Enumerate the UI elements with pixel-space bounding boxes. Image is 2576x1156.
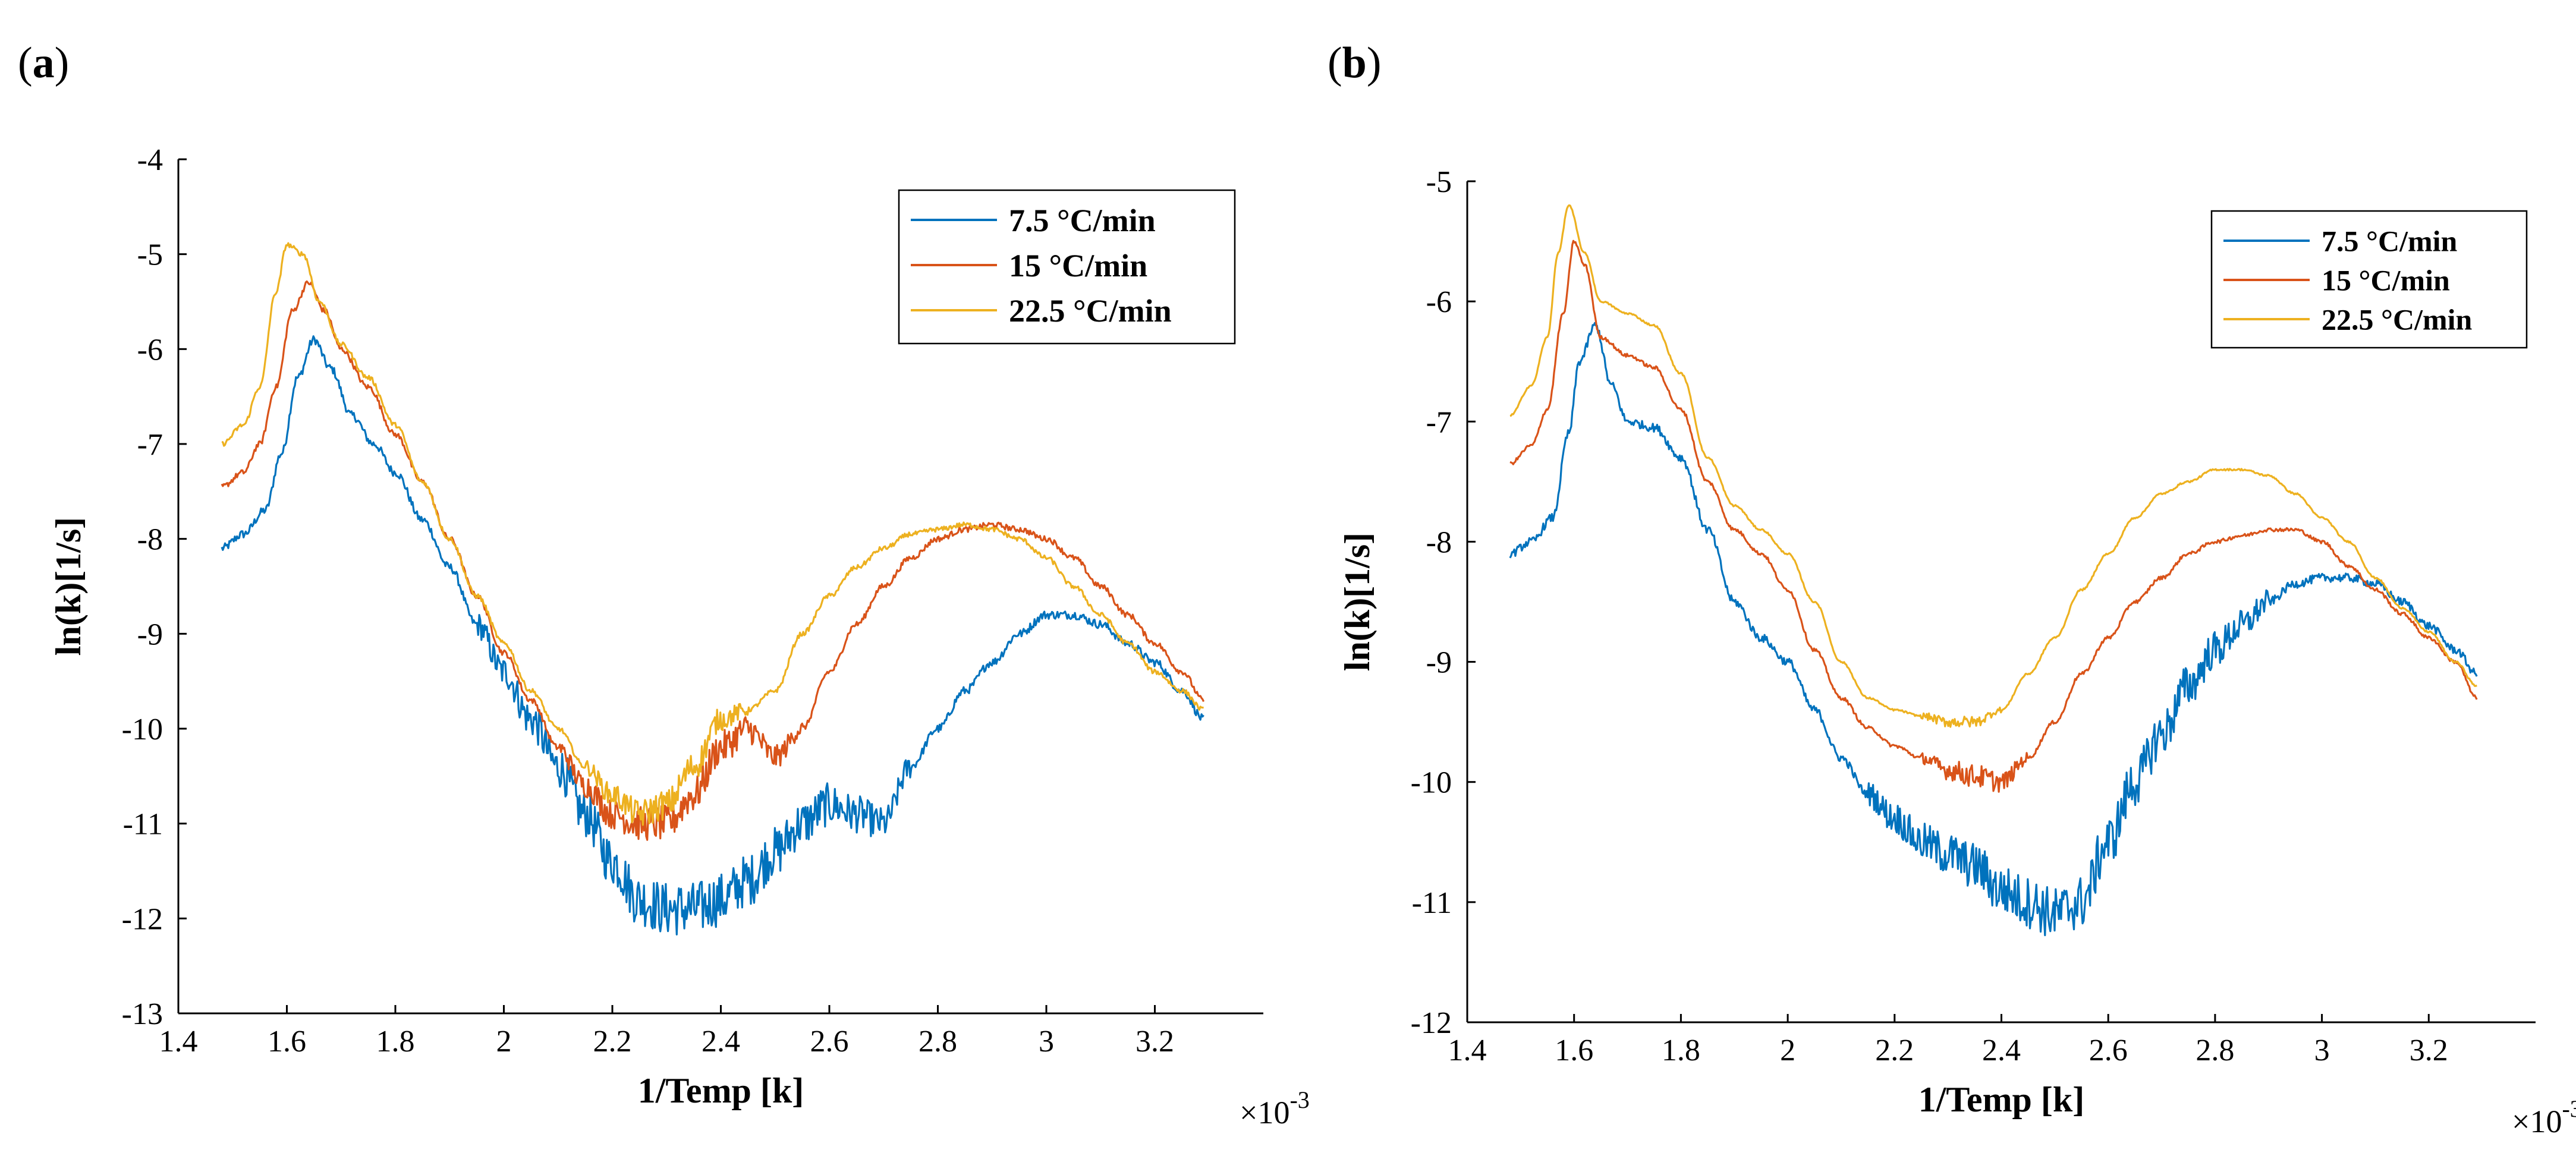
series-line-1: [221, 280, 1205, 841]
x-tick-label: 2: [496, 1025, 512, 1059]
x-tick-label: 3.2: [1136, 1025, 1174, 1059]
y-tick-label: -10: [122, 713, 163, 746]
legend-box: [898, 189, 1236, 345]
x-tick-label: 3: [1039, 1025, 1054, 1059]
x-tick-label: 3.2: [2410, 1034, 2448, 1067]
y-tick-label: -12: [1411, 1006, 1452, 1040]
y-tick-label: -6: [1426, 285, 1452, 319]
y-tick-label: -9: [137, 618, 163, 651]
x-tick-label: 2.4: [702, 1025, 740, 1059]
x-tick-label: 2.2: [1875, 1034, 1914, 1067]
legend-label: 7.5 °C/min: [2322, 225, 2458, 258]
y-tick-label: -9: [1426, 646, 1452, 680]
y-tick-label: -7: [137, 428, 163, 462]
series-line-0: [221, 335, 1204, 935]
y-axis-title: ln(k)[1/s]: [1338, 533, 1377, 671]
y-tick-label: -11: [1412, 886, 1452, 920]
x-tick-label: 2.8: [919, 1025, 957, 1059]
legend-label: 7.5 °C/min: [1009, 203, 1156, 238]
legend-label: 22.5 °C/min: [2322, 303, 2473, 336]
x-tick-label: 1.6: [1555, 1034, 1593, 1067]
x-axis-multiplier: ×10-3: [1240, 1086, 1310, 1130]
y-tick-label: -8: [137, 523, 163, 557]
x-tick-label: 2.4: [1982, 1034, 2021, 1067]
y-tick-label: -10: [1411, 766, 1452, 800]
series-line-1: [1509, 240, 2478, 793]
x-tick-label: 2.8: [2196, 1034, 2234, 1067]
x-tick-label: 2.6: [810, 1025, 849, 1059]
x-tick-label: 2.2: [593, 1025, 632, 1059]
chart-panel-a: (a) 1.4 1.6 1.8 2 2.2 2.4 2.6 2.8 3 3.2 -13 -12 -11 -1…: [18, 39, 1310, 1130]
x-tick-label: 1.4: [1448, 1034, 1487, 1067]
y-tick-label: -5: [1426, 165, 1452, 199]
series-line-2: [221, 242, 1204, 826]
y-tick-label: -11: [123, 808, 163, 842]
chart-panel-b: (b) 1.4 1.6 1.8 2 2.2 2.4 2.6 2.8 3 3.2 -12 -11 -10 -9…: [1328, 39, 2576, 1139]
series-line-0: [1509, 322, 2478, 937]
x-axis-title: 1/Temp [k]: [638, 1071, 804, 1110]
x-tick-label: 1.6: [268, 1025, 306, 1059]
y-tick-label: -7: [1426, 405, 1452, 439]
y-tick-label: -8: [1426, 525, 1452, 559]
x-tick-label: 1.8: [1662, 1034, 1700, 1067]
x-tick-label: 1.8: [376, 1025, 415, 1059]
y-tick-label: -6: [137, 333, 163, 367]
x-axis-title: 1/Temp [k]: [1918, 1080, 2085, 1119]
panel-label-a: (a): [18, 39, 69, 87]
x-tick-label: 3: [2314, 1034, 2330, 1067]
series-line-2: [1509, 204, 2477, 728]
legend-label: 15 °C/min: [2322, 264, 2450, 297]
x-axis-multiplier: ×10-3: [2512, 1095, 2576, 1139]
y-tick-label: -5: [137, 238, 163, 272]
x-tick-label: 2.6: [2089, 1034, 2128, 1067]
panel-label-b: (b): [1328, 39, 1381, 87]
legend-label: 22.5 °C/min: [1009, 293, 1172, 329]
y-tick-label: -4: [137, 143, 163, 177]
legend-label: 15 °C/min: [1009, 248, 1147, 284]
y-tick-label: -12: [122, 902, 163, 936]
y-axis-title: ln(k)[1/s]: [49, 517, 88, 656]
y-tick-label: -13: [122, 997, 163, 1031]
x-tick-label: 2: [1780, 1034, 1795, 1067]
x-tick-label: 1.4: [159, 1025, 198, 1059]
